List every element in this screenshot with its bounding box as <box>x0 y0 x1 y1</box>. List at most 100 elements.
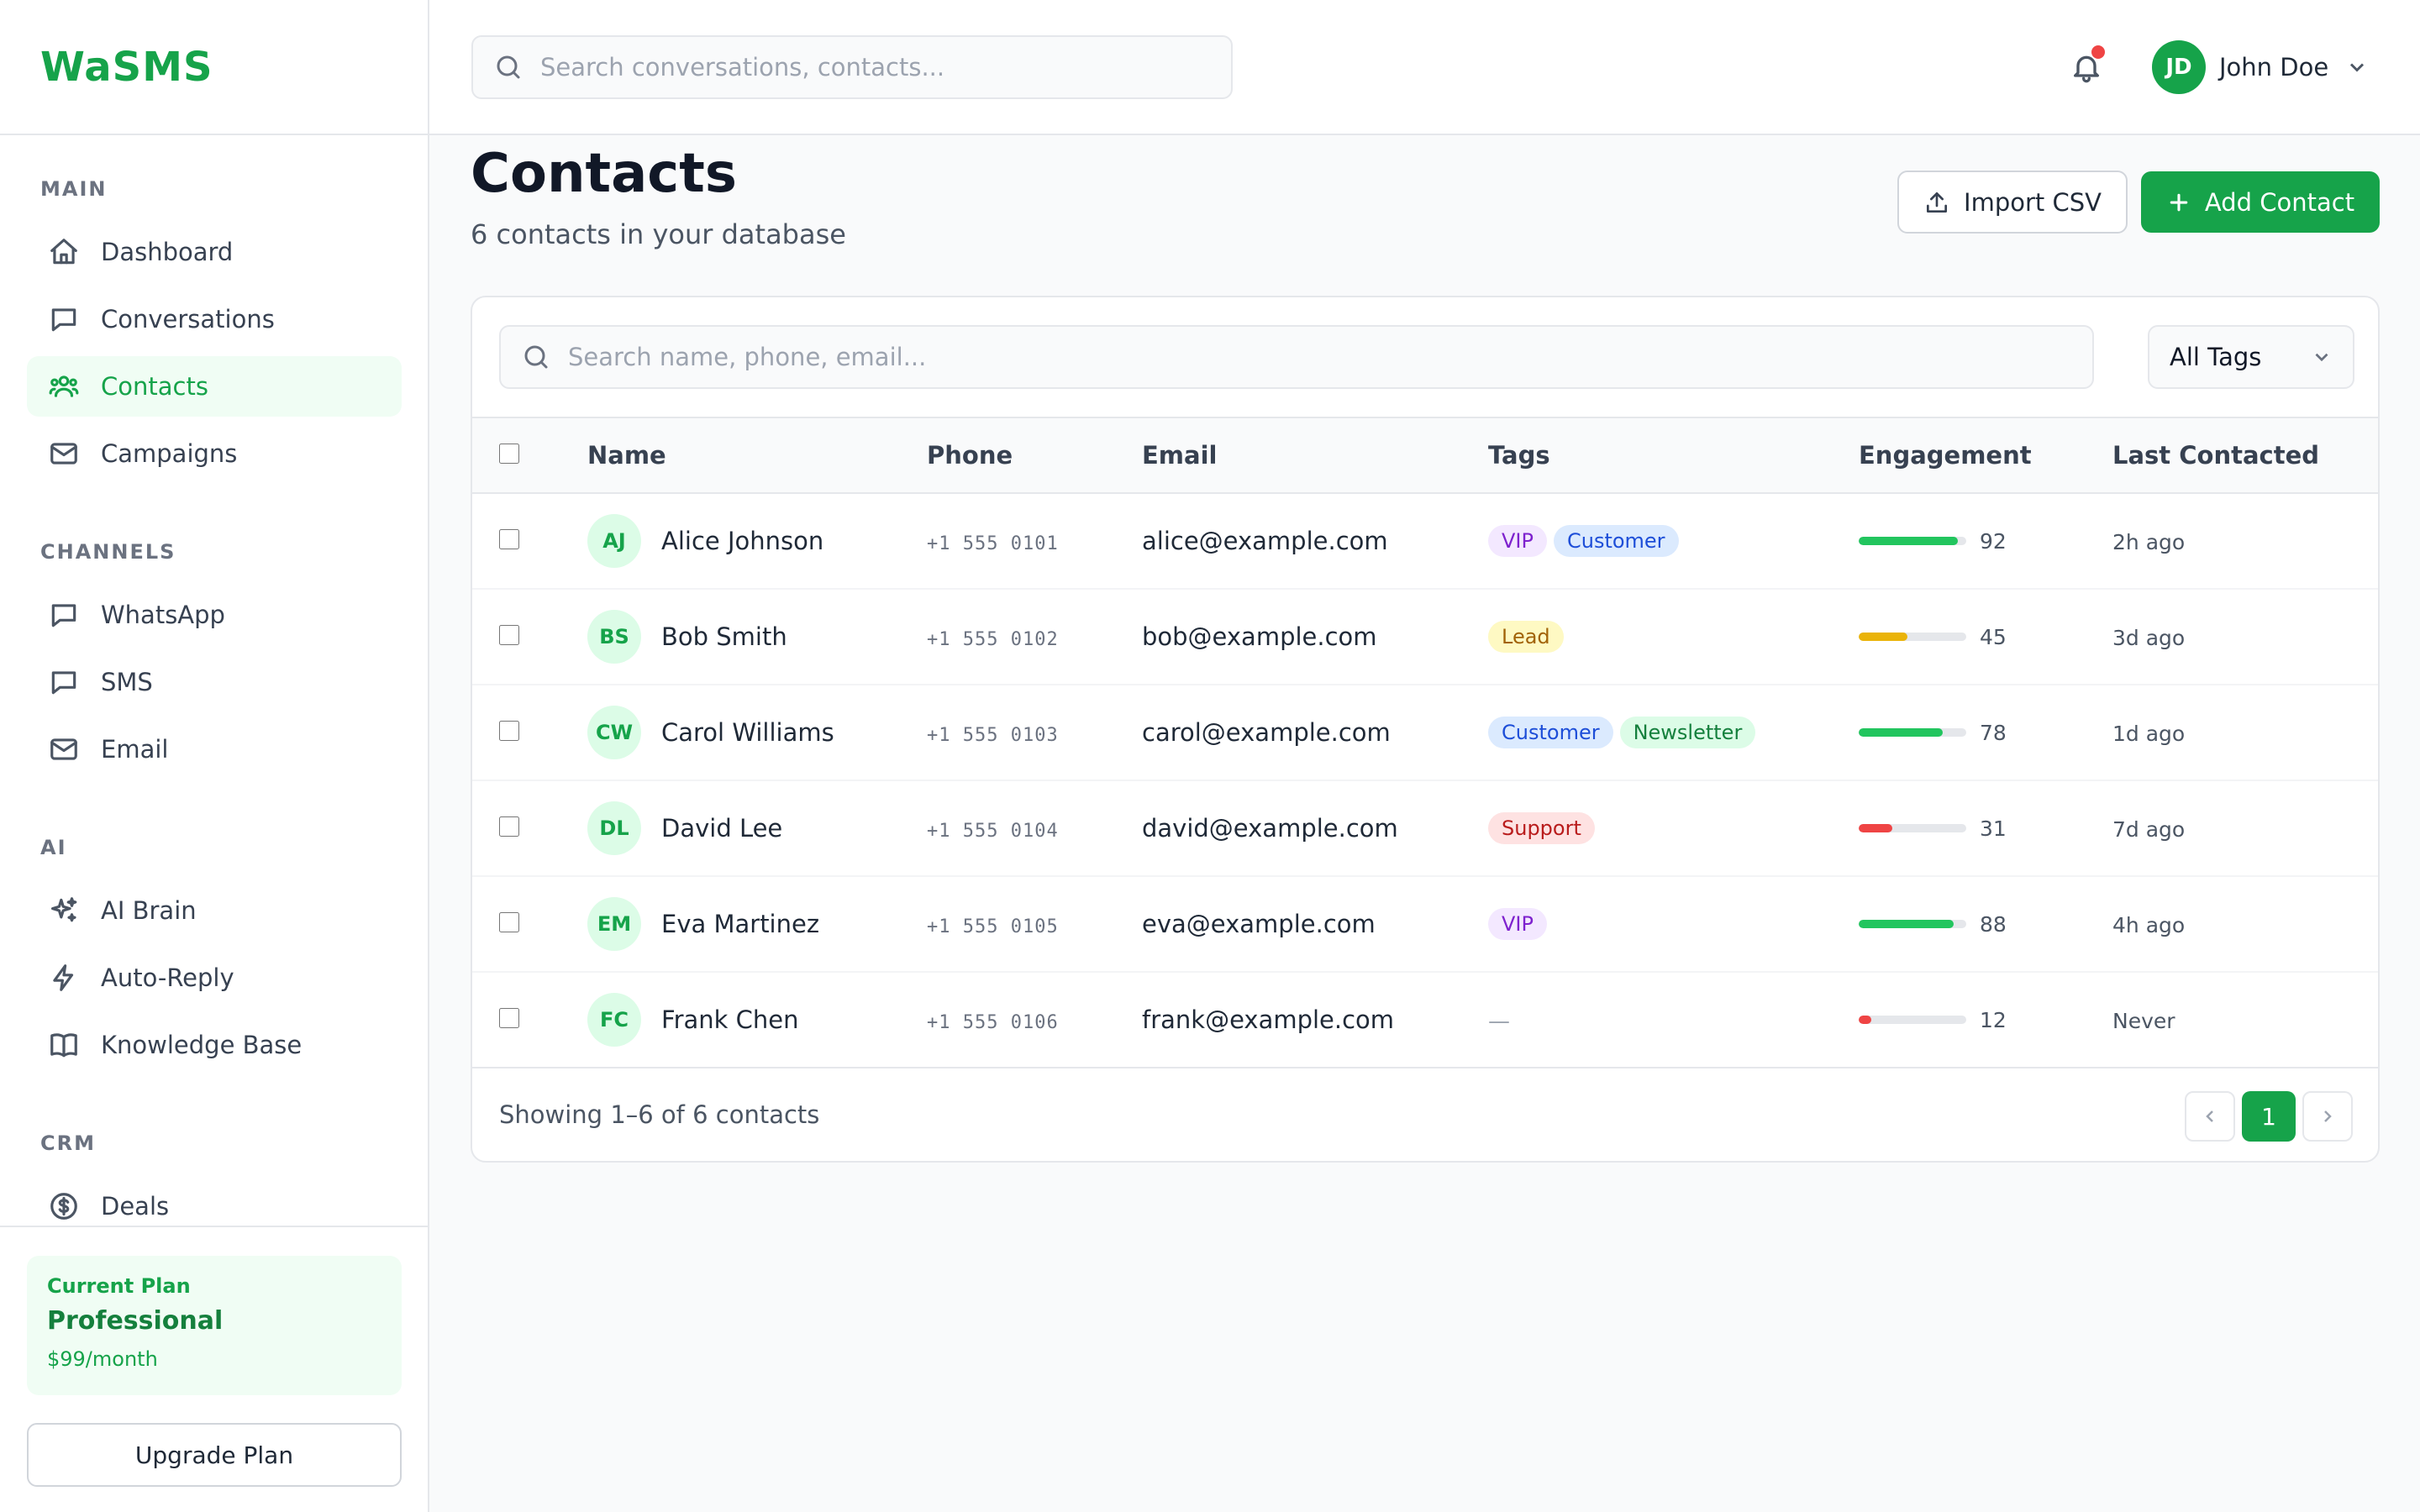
contact-name[interactable]: Carol Williams <box>661 718 834 747</box>
engagement-cell: 31 <box>1859 780 2112 876</box>
engagement-bar-fill <box>1859 920 1954 928</box>
contact-phone: +1 555 0101 <box>927 533 1059 554</box>
tags-cell: Customer Newsletter <box>1488 685 1859 780</box>
phone-cell: +1 555 0104 <box>927 780 1142 876</box>
top-header: JD John Doe <box>429 0 2420 135</box>
table-row[interactable]: BS Bob Smith +1 555 0102 bob@example.com Lea… <box>472 589 2378 685</box>
prev-page-button[interactable] <box>2185 1091 2235 1142</box>
tag-filter-select[interactable]: All Tags <box>2148 325 2354 389</box>
contact-name[interactable]: Alice Johnson <box>661 527 824 555</box>
table-row[interactable]: DL David Lee +1 555 0104 david@example.com S… <box>472 780 2378 876</box>
phone-cell: +1 555 0102 <box>927 589 1142 685</box>
contact-email: carol@example.com <box>1142 718 1391 747</box>
sidebar-item-deals[interactable]: Deals <box>27 1176 402 1226</box>
contact-search-input[interactable] <box>568 343 1240 371</box>
select-all-checkbox[interactable] <box>499 444 519 464</box>
sidebar-item-conversations[interactable]: Conversations <box>27 289 402 349</box>
sparkles-icon <box>47 894 81 927</box>
sidebar-nav: MAIN Dashboard Conversations Contacts Ca… <box>0 135 428 1226</box>
sidebar-item-label: Contacts <box>101 372 208 401</box>
row-select-cell <box>472 780 587 876</box>
row-checkbox[interactable] <box>499 529 519 549</box>
tag-badge[interactable]: VIP <box>1488 525 1547 557</box>
tags-cell: Lead <box>1488 589 1859 685</box>
current-plan-card: Current Plan Professional $99/month <box>27 1256 402 1395</box>
next-page-button[interactable] <box>2302 1091 2353 1142</box>
contact-email: frank@example.com <box>1142 1005 1395 1034</box>
contact-name[interactable]: David Lee <box>661 814 783 843</box>
contact-name[interactable]: Eva Martinez <box>661 910 820 938</box>
row-checkbox[interactable] <box>499 912 519 932</box>
sidebar-item-auto-reply[interactable]: Auto-Reply <box>27 948 402 1008</box>
tag-badge[interactable]: Lead <box>1488 621 1564 653</box>
table-row[interactable]: FC Frank Chen +1 555 0106 frank@example.com… <box>472 972 2378 1068</box>
add-contact-button[interactable]: Add Contact <box>2141 171 2380 233</box>
page-button-current[interactable]: 1 <box>2242 1091 2296 1142</box>
row-checkbox[interactable] <box>499 1008 519 1028</box>
contact-name[interactable]: Frank Chen <box>661 1005 799 1034</box>
user-menu[interactable]: JD John Doe <box>2152 40 2369 94</box>
sidebar-item-sms[interactable]: SMS <box>27 652 402 712</box>
sidebar-item-label: Campaigns <box>101 439 238 468</box>
sidebar-item-dashboard[interactable]: Dashboard <box>27 222 402 282</box>
import-csv-button[interactable]: Import CSV <box>1897 171 2128 234</box>
sidebar-item-ai-brain[interactable]: AI Brain <box>27 880 402 941</box>
row-select-cell <box>472 685 587 780</box>
select-all-cell <box>472 417 587 494</box>
last-contacted-cell: Never <box>2112 972 2378 1068</box>
tag-badge[interactable]: VIP <box>1488 908 1547 940</box>
column-header-engagement[interactable]: Engagement <box>1859 417 2112 494</box>
name-cell: DL David Lee <box>587 780 927 876</box>
table-footer: Showing 1–6 of 6 contacts 1 <box>472 1067 2378 1161</box>
sidebar-item-contacts[interactable]: Contacts <box>27 356 402 417</box>
sidebar-item-label: Email <box>101 735 169 764</box>
contact-search[interactable] <box>499 325 2094 389</box>
column-header-email[interactable]: Email <box>1142 417 1488 494</box>
chevron-down-icon <box>2315 353 2328 362</box>
row-checkbox[interactable] <box>499 625 519 645</box>
table-row[interactable]: AJ Alice Johnson +1 555 0101 alice@example.… <box>472 493 2378 589</box>
table-row[interactable]: EM Eva Martinez +1 555 0105 eva@example.com… <box>472 876 2378 972</box>
last-contacted-cell: 4h ago <box>2112 876 2378 972</box>
mail-icon <box>47 732 81 766</box>
global-search[interactable] <box>471 35 1233 99</box>
plus-icon <box>2170 193 2188 211</box>
page-title: Contacts <box>471 143 737 205</box>
engagement-cell: 45 <box>1859 589 2112 685</box>
sidebar-item-label: AI Brain <box>101 896 197 925</box>
column-header-name[interactable]: Name <box>587 417 927 494</box>
contact-name[interactable]: Bob Smith <box>661 622 787 651</box>
brand-logo[interactable]: WaSMS <box>40 43 213 91</box>
tag-badge[interactable]: Customer <box>1553 525 1679 557</box>
contact-email: bob@example.com <box>1142 622 1377 651</box>
last-contacted-cell: 7d ago <box>2112 780 2378 876</box>
tag-badge[interactable]: Support <box>1488 812 1595 844</box>
row-checkbox[interactable] <box>499 816 519 837</box>
sidebar-item-email[interactable]: Email <box>27 719 402 780</box>
upgrade-plan-button[interactable]: Upgrade Plan <box>27 1423 402 1487</box>
engagement-score: 78 <box>1980 720 2007 745</box>
last-contacted-cell: 1d ago <box>2112 685 2378 780</box>
table-row[interactable]: CW Carol Williams +1 555 0103 carol@example… <box>472 685 2378 780</box>
tag-badge[interactable]: Customer <box>1488 717 1613 748</box>
row-checkbox[interactable] <box>499 721 519 741</box>
phone-cell: +1 555 0103 <box>927 685 1142 780</box>
sidebar-item-campaigns[interactable]: Campaigns <box>27 423 402 484</box>
notifications-button[interactable] <box>2063 44 2110 91</box>
sidebar-item-label: Conversations <box>101 305 275 333</box>
column-header-tags[interactable]: Tags <box>1488 417 1859 494</box>
tag-badge[interactable]: Newsletter <box>1619 717 1756 748</box>
last-contacted-cell: 3d ago <box>2112 589 2378 685</box>
sidebar-item-label: Auto-Reply <box>101 963 234 992</box>
engagement-score: 31 <box>1980 816 2007 841</box>
column-header-phone[interactable]: Phone <box>927 417 1142 494</box>
search-icon <box>497 55 520 79</box>
contact-email: eva@example.com <box>1142 910 1376 938</box>
sidebar-item-label: WhatsApp <box>101 601 225 629</box>
global-search-input[interactable] <box>540 53 1213 81</box>
sidebar-item-knowledge-base[interactable]: Knowledge Base <box>27 1015 402 1075</box>
sidebar-item-whatsapp[interactable]: WhatsApp <box>27 585 402 645</box>
user-name: John Doe <box>2219 53 2329 81</box>
phone-cell: +1 555 0105 <box>927 876 1142 972</box>
column-header-last-contacted[interactable]: Last Contacted <box>2112 417 2378 494</box>
